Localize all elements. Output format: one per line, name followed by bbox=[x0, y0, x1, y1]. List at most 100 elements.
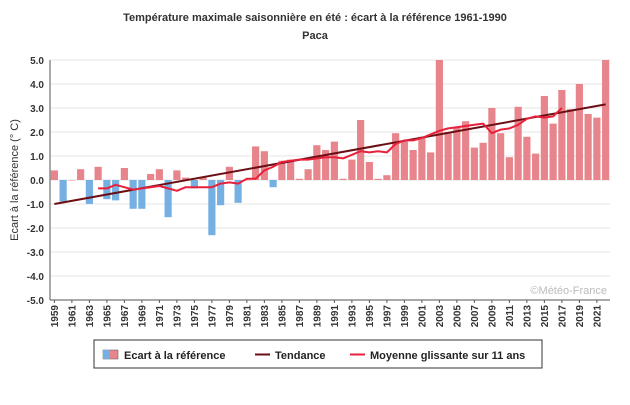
bar bbox=[479, 142, 487, 180]
bar bbox=[313, 145, 321, 180]
bar bbox=[208, 180, 216, 236]
bar bbox=[348, 159, 356, 180]
bar bbox=[462, 121, 470, 180]
x-tick-label: 1969 bbox=[137, 305, 148, 328]
x-tick-label: 1965 bbox=[102, 305, 113, 328]
chart-title: Température maximale saisonnière en été … bbox=[123, 12, 507, 24]
x-tick-label: 1985 bbox=[277, 305, 288, 328]
bar bbox=[374, 178, 382, 180]
legend-swatch-negative bbox=[103, 350, 110, 359]
chart-subtitle: Paca bbox=[302, 30, 329, 42]
bar bbox=[138, 180, 146, 209]
bar bbox=[103, 180, 111, 200]
bar bbox=[112, 180, 120, 201]
x-tick-label: 2009 bbox=[487, 305, 498, 328]
bar bbox=[427, 152, 435, 180]
x-tick-label: 1967 bbox=[120, 305, 131, 328]
bar bbox=[94, 166, 102, 180]
y-tick-label: 4.0 bbox=[30, 80, 44, 91]
x-tick-label: 1983 bbox=[260, 305, 271, 328]
x-tick-label: 2001 bbox=[417, 305, 428, 328]
x-tick-label: 1987 bbox=[295, 305, 306, 328]
moving-average-line bbox=[98, 107, 563, 192]
y-tick-label: 3.0 bbox=[30, 104, 44, 115]
bar bbox=[155, 169, 163, 180]
bar bbox=[444, 132, 452, 180]
bar bbox=[365, 162, 373, 180]
bar bbox=[217, 180, 225, 206]
bar bbox=[497, 133, 505, 180]
y-tick-labels: 5.0 4.0 3.0 2.0 1.0 0.0 -1.0 -2.0 -3.0 -4.0 -5.0 bbox=[27, 56, 45, 307]
x-tick-label: 1981 bbox=[242, 305, 253, 328]
x-tick-label: 1999 bbox=[400, 305, 411, 328]
y-tick-label: 2.0 bbox=[30, 128, 44, 139]
bar bbox=[68, 180, 76, 181]
x-tick-label: 1989 bbox=[312, 305, 323, 328]
bar bbox=[339, 178, 347, 180]
bar bbox=[129, 180, 137, 209]
bar bbox=[120, 168, 128, 180]
x-tick-label: 1959 bbox=[50, 305, 61, 328]
bar bbox=[295, 178, 303, 180]
bar bbox=[532, 153, 540, 180]
x-tick-labels: 1959 1961 1963 1965 1967 1969 1971 1973 1975 1977… bbox=[50, 305, 604, 328]
x-tick-label: 1991 bbox=[330, 305, 341, 328]
bar bbox=[330, 141, 338, 180]
bar bbox=[173, 170, 181, 180]
bar bbox=[77, 169, 85, 180]
bar bbox=[575, 84, 583, 180]
bar bbox=[287, 159, 295, 180]
bar bbox=[147, 174, 155, 180]
x-tick-label: 2005 bbox=[452, 305, 463, 328]
bar bbox=[584, 114, 592, 180]
x-tick-label: 1977 bbox=[207, 305, 218, 328]
x-tick-label: 1979 bbox=[225, 305, 236, 328]
x-tick-label: 1997 bbox=[382, 305, 393, 328]
x-tick-label: 1973 bbox=[172, 305, 183, 328]
bar bbox=[85, 180, 93, 204]
legend-label-ecart: Ecart à la référence bbox=[124, 350, 226, 362]
bar bbox=[234, 180, 242, 203]
bar bbox=[164, 180, 172, 218]
bar bbox=[243, 180, 251, 181]
y-axis-label: Ecart à la référence (° C) bbox=[9, 119, 21, 241]
bar bbox=[190, 180, 198, 189]
x-tick-label: 2021 bbox=[592, 305, 603, 328]
bars bbox=[50, 60, 610, 236]
bar bbox=[514, 106, 522, 180]
bar bbox=[357, 120, 365, 180]
bar bbox=[505, 157, 513, 180]
bar bbox=[304, 169, 312, 180]
bar bbox=[523, 136, 531, 180]
bar bbox=[252, 146, 260, 180]
bar bbox=[435, 60, 443, 180]
x-tick-label: 2013 bbox=[522, 305, 533, 328]
bar bbox=[567, 109, 575, 180]
x-tick-label: 2017 bbox=[557, 305, 568, 328]
bar bbox=[549, 123, 557, 180]
x-tick-label: 2019 bbox=[575, 305, 586, 328]
y-tick-label: -5.0 bbox=[27, 296, 45, 307]
x-tick-label: 2007 bbox=[470, 305, 481, 328]
bar bbox=[278, 160, 286, 180]
bar bbox=[225, 166, 233, 180]
bar bbox=[540, 96, 548, 180]
bar bbox=[392, 133, 400, 180]
bar bbox=[322, 150, 330, 180]
bar bbox=[453, 127, 461, 180]
bar bbox=[182, 177, 190, 180]
bar bbox=[59, 180, 67, 202]
bar bbox=[383, 175, 391, 180]
legend-label-tendance: Tendance bbox=[275, 350, 326, 362]
y-tick-label: -2.0 bbox=[27, 224, 45, 235]
bar bbox=[50, 170, 58, 180]
bar bbox=[488, 108, 496, 180]
x-tick-label: 1975 bbox=[190, 305, 201, 328]
y-tick-label: 0.0 bbox=[30, 176, 44, 187]
bar bbox=[593, 117, 601, 180]
y-tick-label: 5.0 bbox=[30, 56, 44, 67]
bar bbox=[602, 60, 610, 180]
bar bbox=[199, 177, 207, 180]
legend-label-moyenne: Moyenne glissante sur 11 ans bbox=[370, 350, 525, 362]
